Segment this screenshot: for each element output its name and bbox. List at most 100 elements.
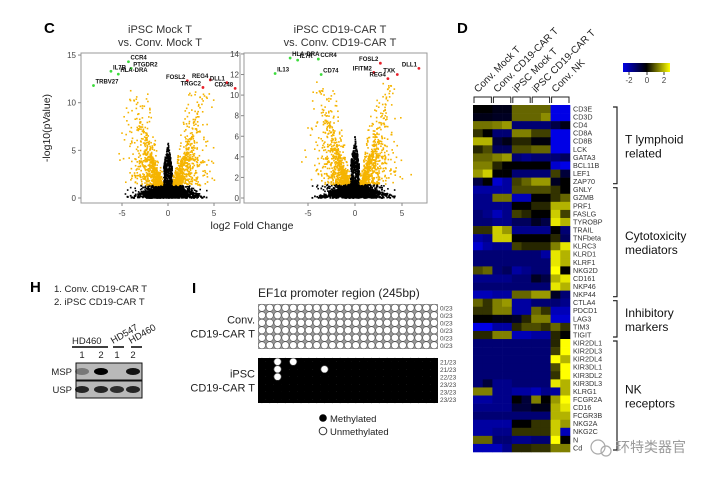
significant-point — [144, 126, 147, 129]
nonsignificant-point — [352, 165, 355, 167]
nonsignificant-point — [170, 171, 172, 174]
significant-point — [130, 167, 133, 170]
significant-point — [145, 98, 148, 100]
significant-point — [332, 133, 334, 136]
significant-point — [160, 176, 163, 179]
nonsignificant-point — [171, 186, 174, 189]
significant-point — [196, 141, 198, 144]
nonsignificant-point — [358, 163, 360, 165]
significant-point — [186, 169, 189, 171]
significant-point — [180, 179, 182, 182]
labeled-gene-point — [185, 79, 189, 83]
significant-point — [139, 105, 142, 108]
significant-point — [150, 176, 152, 178]
significant-point — [155, 182, 158, 185]
significant-point — [188, 175, 191, 177]
nonsignificant-point — [181, 196, 183, 199]
significant-point — [371, 164, 373, 166]
significant-point — [150, 183, 153, 186]
significant-point — [136, 146, 139, 148]
nonsignificant-point — [177, 187, 180, 190]
gene-label: DLL1 — [210, 77, 226, 83]
x-tick-label: 5 — [400, 209, 405, 218]
nonsignificant-point — [352, 147, 355, 149]
nonsignificant-point — [167, 189, 169, 192]
significant-point — [159, 179, 162, 182]
nonsignificant-point — [177, 192, 180, 195]
significant-point — [339, 137, 342, 139]
nonsignificant-point — [140, 195, 143, 198]
significant-point — [177, 182, 179, 185]
significant-point — [139, 121, 141, 123]
nonsignificant-point — [352, 165, 354, 168]
nonsignificant-point — [174, 195, 176, 198]
significant-point — [152, 180, 154, 182]
nonsignificant-point — [169, 189, 172, 192]
nonsignificant-point — [188, 195, 191, 198]
significant-point — [371, 172, 374, 175]
significant-point — [151, 158, 153, 161]
nonsignificant-point — [332, 188, 334, 191]
significant-point — [194, 93, 196, 96]
nonsignificant-point — [355, 168, 358, 171]
significant-point — [196, 115, 199, 118]
gene-label: TRGC2 — [181, 81, 202, 87]
significant-point — [190, 182, 192, 185]
significant-point — [129, 89, 132, 92]
significant-point — [343, 144, 346, 146]
significant-point — [196, 112, 198, 115]
significant-point — [149, 107, 151, 110]
nonsignificant-point — [148, 190, 151, 193]
significant-point — [174, 167, 177, 170]
significant-point — [140, 169, 142, 172]
significant-point — [175, 183, 177, 186]
nonsignificant-point — [155, 186, 157, 188]
nonsignificant-point — [145, 189, 147, 192]
significant-point — [206, 140, 209, 143]
significant-point — [130, 140, 133, 142]
significant-point — [141, 163, 143, 165]
significant-point — [136, 168, 138, 170]
significant-point — [183, 176, 185, 178]
significant-point — [375, 145, 378, 147]
significant-point — [186, 159, 189, 161]
significant-point — [146, 151, 149, 153]
significant-point — [140, 157, 143, 160]
significant-point — [193, 152, 196, 155]
significant-point — [176, 175, 178, 177]
significant-point — [341, 168, 343, 171]
gene-label: REG4 — [192, 74, 209, 80]
nonsignificant-point — [175, 195, 178, 197]
nonsignificant-point — [141, 187, 143, 190]
significant-point — [184, 180, 187, 182]
significant-point — [185, 107, 188, 110]
significant-point — [321, 147, 324, 149]
significant-point — [363, 160, 365, 163]
significant-point — [327, 149, 330, 152]
significant-point — [332, 129, 334, 131]
significant-point — [192, 153, 194, 156]
significant-point — [329, 121, 332, 123]
nonsignificant-point — [163, 176, 165, 179]
significant-point — [159, 178, 162, 181]
significant-point — [213, 179, 216, 181]
significant-point — [337, 161, 340, 163]
significant-point — [121, 132, 123, 134]
significant-point — [321, 114, 324, 117]
nonsignificant-point — [157, 196, 159, 199]
significant-point — [179, 182, 182, 184]
significant-point — [179, 145, 182, 147]
significant-point — [149, 149, 151, 151]
nonsignificant-point — [151, 195, 153, 198]
nonsignificant-point — [183, 188, 185, 191]
nonsignificant-point — [166, 156, 169, 158]
significant-point — [321, 179, 323, 182]
significant-point — [185, 153, 188, 155]
significant-point — [185, 175, 188, 178]
nonsignificant-point — [165, 173, 167, 176]
nonsignificant-point — [168, 156, 170, 158]
significant-point — [156, 179, 159, 181]
significant-point — [144, 145, 147, 148]
significant-point — [391, 149, 393, 151]
significant-point — [326, 129, 329, 132]
